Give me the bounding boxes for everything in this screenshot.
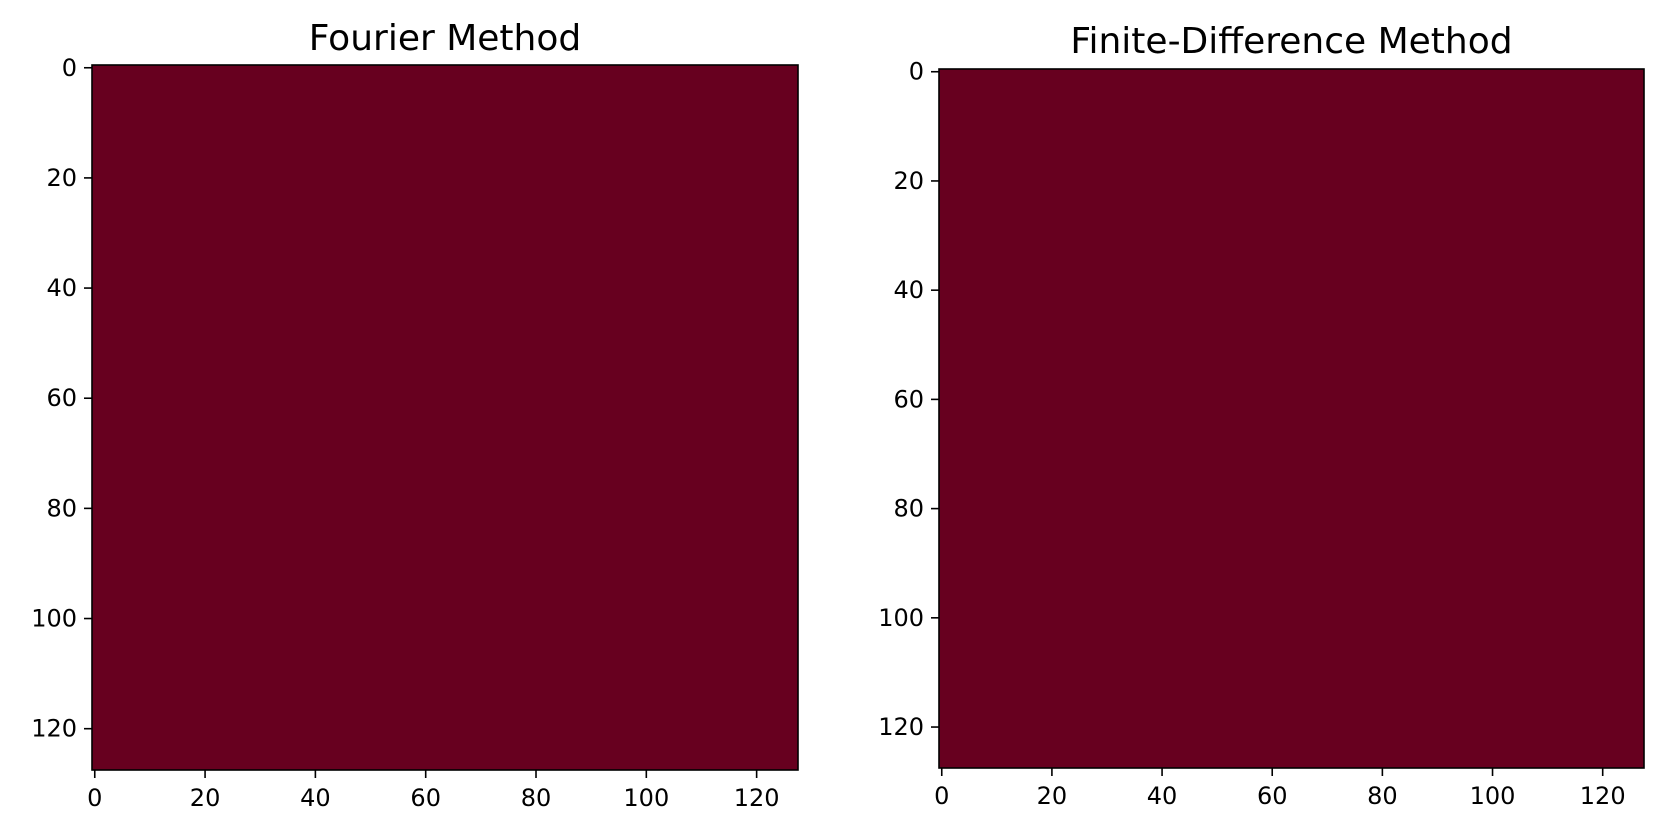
x-tick-label: 0 [87, 784, 102, 812]
y-tick-label: 0 [62, 54, 77, 82]
x-tick-label: 100 [1470, 782, 1516, 810]
chart-title: Finite-Difference Method [1070, 21, 1512, 62]
y-tick-label: 20 [893, 167, 924, 195]
x-tick-label: 40 [300, 784, 331, 812]
x-tick-label: 40 [1147, 782, 1178, 810]
axes-frame [938, 68, 1645, 769]
heatmap-field [92, 65, 798, 770]
x-tick-label: 120 [734, 784, 780, 812]
y-tick-label: 40 [893, 276, 924, 304]
y-tick-label: 100 [878, 604, 924, 632]
y-tick-label: 60 [893, 385, 924, 413]
heatmap-field [939, 69, 1644, 768]
y-tick-label: 20 [46, 164, 77, 192]
x-tick-label: 60 [410, 784, 441, 812]
x-tick-label: 60 [1257, 782, 1288, 810]
x-tick-label: 0 [934, 782, 949, 810]
y-tick-label: 80 [893, 495, 924, 523]
y-tick-label: 80 [46, 494, 77, 522]
y-tick-label: 0 [909, 58, 924, 86]
x-tick-label: 20 [1037, 782, 1068, 810]
y-tick-label: 120 [878, 713, 924, 741]
y-tick-label: 60 [46, 384, 77, 412]
y-tick-label: 120 [31, 715, 77, 743]
x-tick-label: 80 [521, 784, 552, 812]
y-tick-label: 40 [46, 274, 77, 302]
y-tick-label: 100 [31, 605, 77, 633]
x-tick-label: 20 [190, 784, 221, 812]
chart-title: Fourier Method [309, 18, 581, 59]
axes-frame [91, 64, 799, 771]
subplot-1: Fourier Method 0 20 40 60 80 100 120 0 20 40 60 80 10… [31, 18, 799, 812]
x-tick-label: 120 [1580, 782, 1626, 810]
x-tick-label: 100 [623, 784, 669, 812]
subplot-2: Finite-Difference Method 0 20 40 60 80 100 120 0… [878, 21, 1645, 810]
x-tick-label: 80 [1367, 782, 1398, 810]
